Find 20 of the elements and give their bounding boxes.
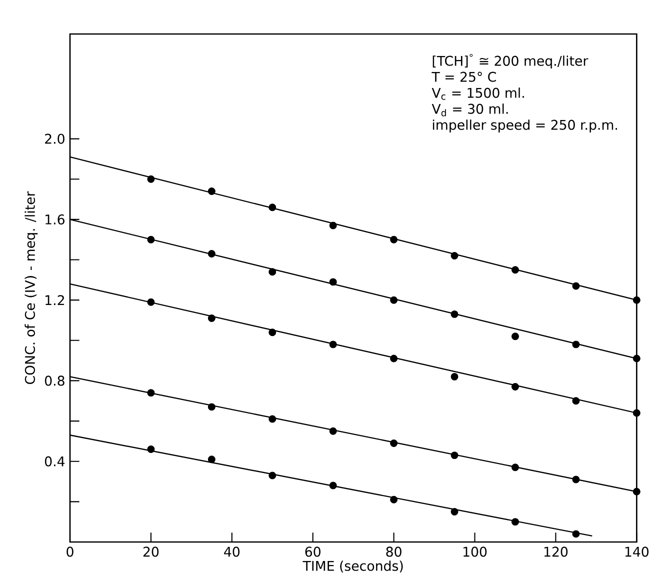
y-axis-title: CONC. of Ce (IV) - meq. /liter xyxy=(24,191,38,384)
x-tick-label: 40 xyxy=(224,546,240,557)
x-tick-label: 80 xyxy=(386,546,402,557)
annotation: V$_{d}$ = 30 ml. xyxy=(432,104,508,116)
x-tick-label: 100 xyxy=(464,546,487,557)
y-tick-label: 1.6 xyxy=(46,214,64,224)
x-tick-label: 20 xyxy=(143,546,159,557)
x-tick-label: 0 xyxy=(66,546,74,557)
x-tick-label: 60 xyxy=(305,546,320,557)
x-tick-label: 140 xyxy=(625,546,649,557)
y-tick-label: 2.0 xyxy=(45,134,64,144)
y-tick-label: 0.4 xyxy=(44,456,65,466)
x-tick-label: 120 xyxy=(544,546,568,557)
y-tick-label: 1.2 xyxy=(46,295,64,306)
y-tick-label: 0.8 xyxy=(44,376,64,386)
annotation: V$_{c}$ = 1500 ml. xyxy=(432,88,524,100)
annotation: [TCH]$^{°}$ ≅ 200 meq./liter xyxy=(432,54,588,68)
annotation: impeller speed = 250 r.p.m. xyxy=(432,120,618,132)
x-axis-title: TIME (seconds) xyxy=(302,560,403,572)
annotation: T = 25° C xyxy=(432,72,496,82)
